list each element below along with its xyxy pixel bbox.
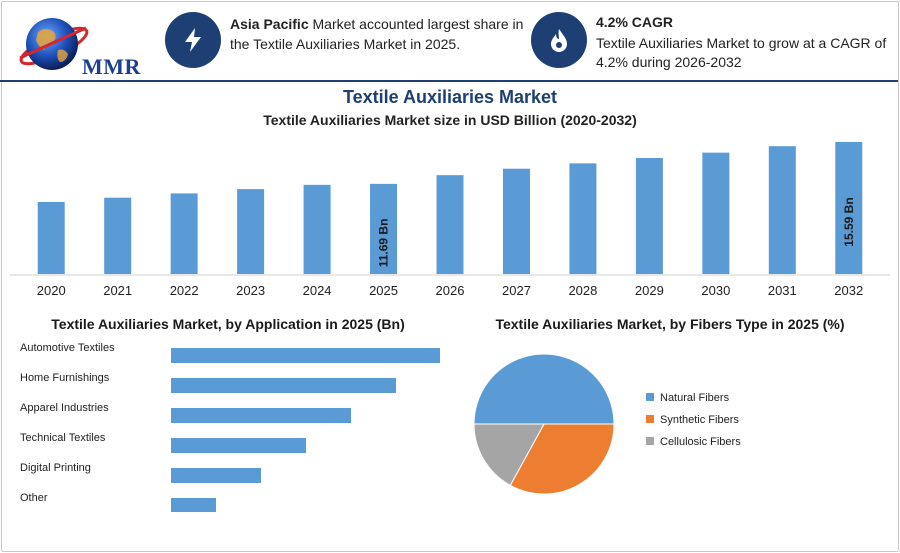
category-label: Automotive Textiles (20, 342, 115, 354)
category-label: Digital Printing (20, 462, 91, 474)
hbar-0 (171, 348, 440, 363)
category-label: Other (20, 492, 48, 504)
application-chart-title: Textile Auxiliaries Market, by Applicati… (51, 316, 404, 332)
fibers-chart-title: Textile Auxiliaries Market, by Fibers Ty… (495, 316, 844, 332)
highlight-asia-pacific: Asia Pacific Market accounted largest sh… (230, 14, 530, 54)
hbar-5 (171, 498, 216, 512)
lightning-icon (165, 12, 221, 68)
pie-slice-2 (473, 423, 545, 487)
hbar-2 (171, 408, 351, 423)
bar-2022 (170, 193, 198, 274)
x-tick-label: 2021 (103, 283, 132, 298)
data-label-2025: 11.69 Bn (377, 219, 391, 268)
application-bar-chart: Textile Auxiliaries Market, by Applicati… (20, 316, 440, 512)
cagr-title: 4.2% CAGR (596, 14, 674, 30)
x-tick-label: 2028 (568, 283, 597, 298)
category-label: Home Furnishings (20, 372, 110, 384)
chart-subtitle: Textile Auxiliaries Market size in USD B… (263, 112, 637, 128)
bar-2026 (436, 175, 464, 274)
hbar-1 (171, 378, 396, 393)
legend-swatch (646, 437, 654, 445)
flame-drop-icon (531, 12, 587, 68)
legend-label: Synthetic Fibers (660, 414, 739, 426)
data-label-2032: 15.59 Bn (842, 197, 856, 246)
x-tick-label: 2030 (701, 283, 730, 298)
bar-2024 (303, 184, 331, 274)
hbar-3 (171, 438, 306, 453)
x-tick-label: 2032 (834, 283, 863, 298)
legend-label: Natural Fibers (660, 392, 730, 404)
logo-text: MMR (82, 54, 141, 79)
header-divider (0, 80, 898, 82)
bar-2025 (370, 183, 398, 274)
x-tick-label: 2023 (236, 283, 265, 298)
fibers-pie-chart: Textile Auxiliaries Market, by Fibers Ty… (473, 316, 845, 495)
x-tick-label: 2026 (436, 283, 465, 298)
legend-swatch (646, 415, 654, 423)
bar-2030 (702, 152, 730, 274)
x-tick-label: 2020 (37, 283, 66, 298)
bar-2021 (104, 197, 132, 274)
bar-2029 (635, 157, 663, 274)
bar-2020 (37, 202, 65, 274)
chart-title: Textile Auxiliaries Market (342, 87, 558, 107)
globe-icon (19, 18, 89, 70)
bar-2023 (237, 189, 265, 274)
bar-2032 (835, 142, 863, 274)
x-tick-label: 2022 (170, 283, 199, 298)
mmr-logo: MMR (12, 12, 142, 80)
cagr-description: Textile Auxiliaries Market to grow at a … (596, 35, 887, 70)
pie-slice-0 (473, 353, 615, 425)
category-label: Apparel Industries (20, 402, 109, 414)
bar-2027 (502, 168, 530, 274)
market-size-bar-chart: 2020 2021 2022 2023 2024 2025 11.69 Bn 2026 2027… (10, 142, 890, 298)
bar-2028 (569, 163, 597, 274)
x-tick-label: 2029 (635, 283, 664, 298)
legend-swatch (646, 393, 654, 401)
x-tick-label: 2025 (369, 283, 398, 298)
category-label: Technical Textiles (20, 432, 106, 444)
highlight-region: Asia Pacific (230, 16, 309, 32)
x-tick-label: 2031 (768, 283, 797, 298)
pie-slice-1 (509, 423, 615, 495)
highlight-region-text: Market accounted largest share in the Te… (230, 16, 524, 52)
legend-label: Cellulosic Fibers (660, 436, 741, 448)
bar-2031 (768, 146, 796, 274)
hbar-4 (171, 468, 261, 483)
x-tick-label: 2024 (303, 283, 332, 298)
x-tick-label: 2027 (502, 283, 531, 298)
